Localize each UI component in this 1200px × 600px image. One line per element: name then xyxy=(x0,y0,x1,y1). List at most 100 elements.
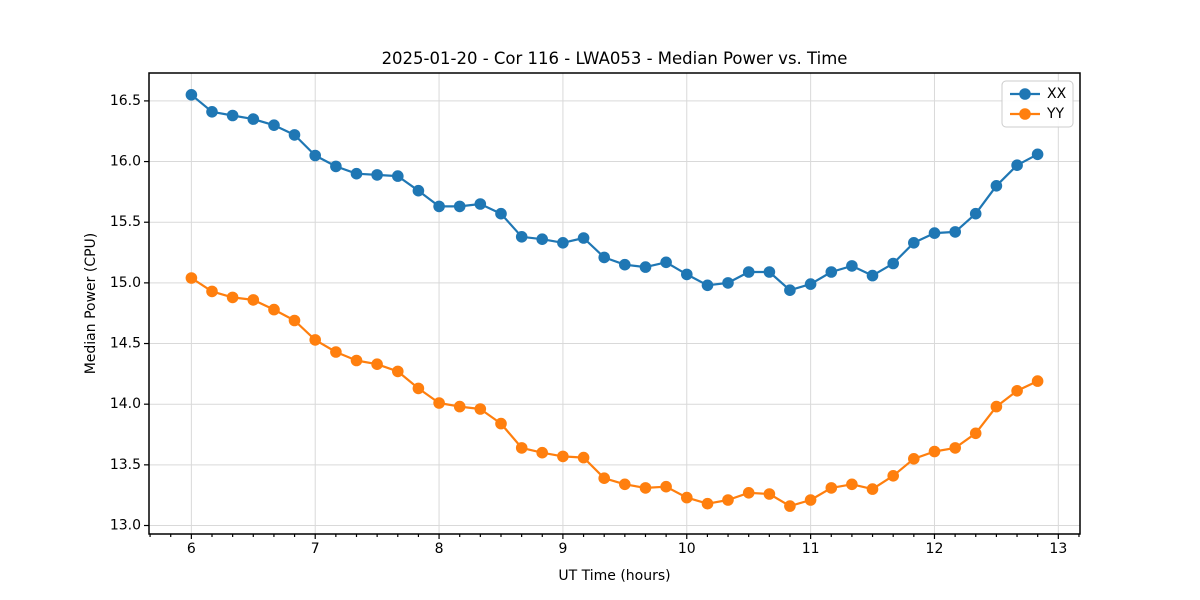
data-point-marker xyxy=(660,256,672,269)
chart-title: 2025-01-20 - Cor 116 - LWA053 - Median P… xyxy=(382,49,848,68)
gridlines xyxy=(149,73,1080,534)
data-point-marker xyxy=(392,170,404,182)
data-point-marker xyxy=(371,169,383,181)
data-point-marker xyxy=(928,227,941,239)
data-point-marker xyxy=(206,106,218,118)
data-point-marker xyxy=(288,314,301,327)
data-point-marker xyxy=(846,260,858,272)
y-tick-label: 15.0 xyxy=(110,275,141,291)
data-point-marker xyxy=(474,403,487,415)
data-point-marker xyxy=(453,400,466,413)
data-point-marker xyxy=(515,231,528,243)
data-point-marker xyxy=(598,251,610,264)
y-tick-label: 16.5 xyxy=(110,93,141,109)
data-point-marker xyxy=(557,450,569,463)
data-point-marker xyxy=(350,354,363,367)
data-point-marker xyxy=(1031,375,1044,387)
legend-item-yy: YY xyxy=(1010,106,1065,122)
x-tick-label: 9 xyxy=(558,541,567,557)
x-axis-label: UT Time (hours) xyxy=(558,568,670,584)
data-point-marker xyxy=(536,446,548,459)
data-point-marker xyxy=(330,346,342,358)
data-point-marker xyxy=(763,266,776,278)
data-point-marker xyxy=(825,266,838,278)
data-point-marker xyxy=(577,451,590,464)
data-point-marker xyxy=(350,167,363,180)
data-point-marker xyxy=(742,266,755,278)
y-tick-label: 16.0 xyxy=(110,154,141,170)
series-yy xyxy=(185,272,1044,512)
data-point-marker xyxy=(412,382,425,395)
data-point-marker xyxy=(557,237,569,249)
data-point-marker xyxy=(206,285,218,298)
data-point-marker xyxy=(763,488,776,500)
y-tick-label: 13.0 xyxy=(110,518,141,534)
data-point-marker xyxy=(433,200,445,213)
series-xx-markers xyxy=(185,89,1044,297)
data-point-marker xyxy=(1011,159,1023,171)
data-point-marker xyxy=(908,237,920,249)
data-point-marker xyxy=(722,277,734,289)
data-point-marker xyxy=(928,445,941,458)
data-point-marker xyxy=(433,397,445,409)
data-point-marker xyxy=(309,334,322,346)
data-point-marker xyxy=(619,258,631,271)
data-point-marker xyxy=(515,442,528,454)
data-point-marker xyxy=(681,491,693,504)
data-point-marker xyxy=(226,109,239,122)
data-point-marker xyxy=(804,278,817,290)
data-point-marker xyxy=(288,129,301,141)
data-point-marker xyxy=(639,261,652,273)
legend-label: YY xyxy=(1046,106,1065,122)
legend-label: XX xyxy=(1047,86,1067,102)
y-axis-label: Median Power (CPU) xyxy=(83,233,99,375)
data-point-marker xyxy=(268,119,280,131)
series-yy-markers xyxy=(185,272,1044,512)
data-point-marker xyxy=(701,279,714,292)
data-point-marker xyxy=(866,483,879,495)
data-point-marker xyxy=(866,269,879,282)
data-point-marker xyxy=(804,494,817,506)
data-point-marker xyxy=(949,442,961,454)
x-tick-label: 11 xyxy=(802,541,820,557)
data-point-marker xyxy=(185,272,198,284)
data-point-marker xyxy=(990,180,1003,192)
data-point-marker xyxy=(825,482,838,494)
data-point-marker xyxy=(969,207,982,220)
data-point-marker xyxy=(598,472,610,485)
plot-border xyxy=(148,72,1081,535)
data-point-marker xyxy=(639,482,652,494)
data-point-marker xyxy=(887,470,899,482)
axis-ticks xyxy=(144,100,1080,539)
x-tick-label: 12 xyxy=(926,541,944,557)
data-point-marker xyxy=(330,160,342,173)
data-point-marker xyxy=(392,365,404,378)
y-tick-label: 15.5 xyxy=(110,214,141,230)
plot-background xyxy=(149,73,1080,534)
series-xx xyxy=(185,89,1044,297)
data-point-marker xyxy=(722,494,734,506)
data-point-marker xyxy=(453,200,466,213)
x-tick-label: 10 xyxy=(678,541,696,557)
y-tick-label: 14.0 xyxy=(110,396,141,412)
data-point-marker xyxy=(474,198,487,210)
data-point-marker xyxy=(268,303,280,316)
data-point-marker xyxy=(660,480,672,493)
data-point-marker xyxy=(185,89,198,101)
legend-item-xx: XX xyxy=(1010,86,1067,102)
data-point-marker xyxy=(990,400,1003,413)
legend: XX YY xyxy=(1001,80,1074,128)
y-tick-label: 13.5 xyxy=(110,457,141,473)
data-point-marker xyxy=(1011,385,1023,397)
data-point-marker xyxy=(969,427,982,440)
data-point-marker xyxy=(1031,148,1044,161)
data-point-marker xyxy=(742,487,755,499)
data-point-marker xyxy=(412,184,425,197)
data-point-marker xyxy=(226,291,239,304)
y-tick-label: 14.5 xyxy=(110,336,141,352)
data-point-marker xyxy=(536,233,548,245)
data-point-marker xyxy=(908,453,920,465)
x-tick-label: 6 xyxy=(187,541,196,557)
